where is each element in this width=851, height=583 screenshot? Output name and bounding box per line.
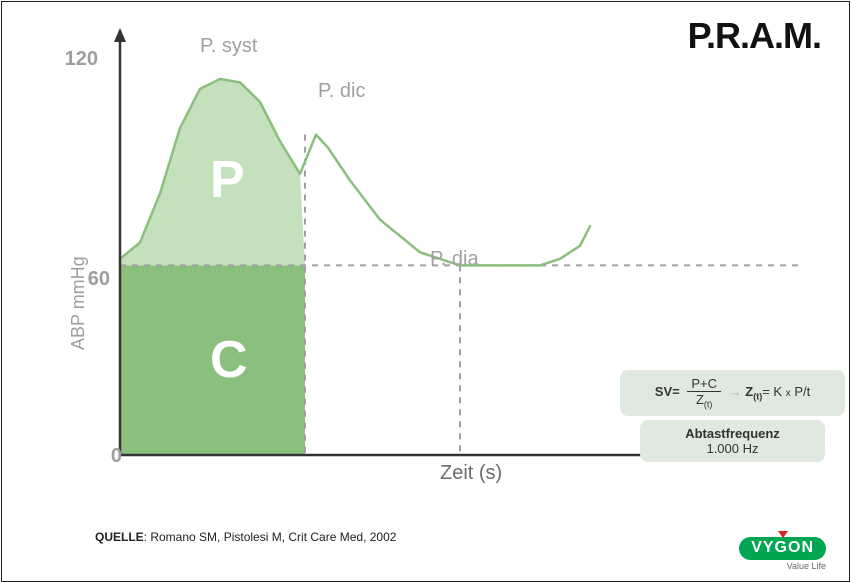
c-label: C [210,330,248,390]
p-label: P [210,150,245,210]
p-dia: P. dia [430,248,479,271]
logo-triangle-icon [778,531,788,538]
logo-badge: VYGON [739,537,826,560]
logo-tagline: Value Life [739,561,826,571]
y-tick-120: 120 [58,48,98,71]
formula-box: SV= P+CZ(t) → Z(t)= K x P/t [620,370,845,416]
p-syst: P. syst [200,35,257,58]
x-axis-label: Zeit (s) [440,462,502,485]
freq-box: Abtastfrequenz1.000 Hz [640,420,825,462]
source-text: : Romano SM, Pistolesi M, Crit Care Med,… [144,530,397,544]
fraction-den: Z(t) [687,392,721,410]
z-term: Z(t) [745,384,762,399]
freq-label: Abtastfrequenz [654,426,811,441]
source-citation: QUELLE: Romano SM, Pistolesi M, Crit Car… [95,530,396,544]
y-axis-arrow-icon [114,28,126,42]
rest: P/t [791,384,811,399]
y-tick-60: 60 [70,268,110,291]
logo-brand: VYGON [751,539,814,556]
arrow-icon: → [729,384,742,399]
chart-area: ABP mmHg Zeit (s) 060120P. systP. dicP. … [60,20,820,490]
sv-label: SV= [655,384,680,399]
y-tick-0: 0 [82,445,122,468]
fraction-num: P+C [687,376,721,392]
source-label: QUELLE [95,530,144,544]
fraction: P+CZ(t) [687,376,721,410]
freq-value: 1.000 Hz [654,441,811,456]
vygon-logo: VYGON Value Life [739,537,826,571]
p-dic: P. dic [318,80,365,103]
eq-part: = K [762,384,786,399]
